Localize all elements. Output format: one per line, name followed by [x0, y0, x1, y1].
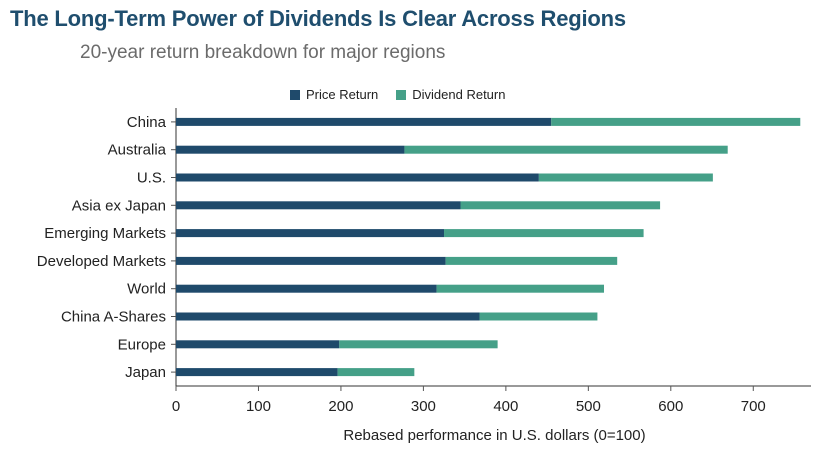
category-label: China [127, 114, 167, 131]
x-axis-title: Rebased performance in U.S. dollars (0=1… [343, 427, 645, 444]
category-label: Asia ex Japan [72, 197, 166, 214]
bar-dividend-return [460, 201, 661, 210]
x-tick-label: 200 [328, 398, 353, 415]
bar-price-return [176, 256, 446, 265]
chart-subtitle: 20-year return breakdown for major regio… [80, 42, 446, 63]
category-label: Australia [108, 142, 167, 159]
bar-price-return [176, 145, 405, 154]
x-tick-label: 700 [741, 398, 766, 415]
bar-dividend-return [337, 368, 415, 377]
legend-swatch-dividend [396, 89, 407, 100]
legend-item-price: Price Return [290, 87, 378, 102]
bar-price-return [176, 368, 338, 377]
bar-price-return [176, 312, 480, 321]
x-tick-label: 0 [172, 398, 180, 415]
bar-dividend-return [339, 340, 498, 349]
bar-price-return [176, 284, 437, 293]
bar-dividend-return [436, 284, 605, 293]
bar-dividend-return [445, 256, 618, 265]
category-label: China A-Shares [61, 309, 166, 326]
legend: Price Return Dividend Return [290, 87, 505, 102]
legend-label-price: Price Return [306, 87, 379, 102]
x-tick-label: 100 [246, 398, 271, 415]
category-label: Europe [118, 336, 166, 353]
legend-swatch-price [290, 89, 300, 100]
category-label: Emerging Markets [44, 225, 166, 242]
x-tick-label: 500 [576, 398, 601, 415]
bar-dividend-return [444, 229, 644, 238]
bar-price-return [176, 201, 461, 210]
bar-dividend-return [551, 117, 801, 126]
category-label: Japan [125, 364, 166, 381]
legend-item-dividend: Dividend Return [396, 87, 505, 102]
bar-price-return [176, 340, 340, 349]
chart-title: The Long-Term Power of Dividends Is Clea… [10, 6, 626, 31]
legend-label-dividend: Dividend Return [412, 87, 506, 102]
category-label: Developed Markets [37, 253, 166, 270]
bar-price-return [176, 173, 539, 182]
category-label: U.S. [137, 170, 166, 187]
x-tick-label: 400 [493, 398, 518, 415]
x-tick-label: 300 [411, 398, 436, 415]
x-tick-label: 600 [658, 398, 683, 415]
category-label: World [127, 281, 166, 298]
bar-price-return [176, 117, 552, 126]
bar-price-return [176, 229, 445, 238]
bar-dividend-return [479, 312, 598, 321]
bar-dividend-return [404, 145, 728, 154]
bar-dividend-return [538, 173, 713, 182]
